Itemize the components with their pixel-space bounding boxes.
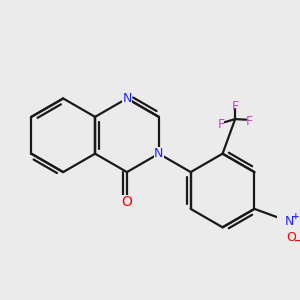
Text: O: O bbox=[286, 231, 296, 244]
Text: F: F bbox=[246, 115, 253, 128]
Text: N: N bbox=[284, 215, 294, 228]
Text: −: − bbox=[294, 236, 300, 246]
Text: N: N bbox=[154, 147, 164, 160]
Text: O: O bbox=[122, 195, 132, 209]
Text: +: + bbox=[292, 212, 299, 220]
Text: N: N bbox=[122, 92, 132, 105]
Text: F: F bbox=[218, 118, 225, 130]
Text: F: F bbox=[232, 100, 239, 113]
